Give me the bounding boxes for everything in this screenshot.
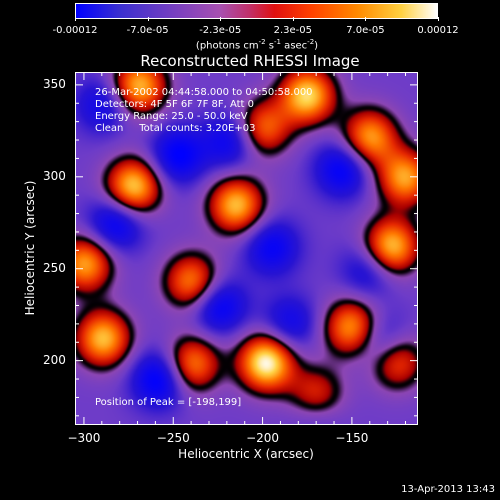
colorbar-gradient bbox=[76, 4, 437, 18]
heatmap-image bbox=[76, 73, 417, 424]
colorbar-tick-label: -2.3e-05 bbox=[199, 25, 242, 36]
chart-title: Reconstructed RHESSI Image bbox=[140, 52, 360, 70]
plot-area bbox=[75, 72, 418, 425]
y-axis-label: Heliocentric Y (arcsec) bbox=[23, 180, 37, 316]
annotation-energy-range: Energy Range: 25.0 - 50.0 keV bbox=[95, 111, 248, 122]
x-tick-label: −150 bbox=[335, 431, 369, 445]
annotation-detectors: Detectors: 4F 5F 6F 7F 8F, Att 0 bbox=[95, 99, 255, 110]
colorbar-units: (photons cm-2 s-1 asec-2) bbox=[195, 38, 319, 52]
y-tick-label: 200 bbox=[43, 352, 66, 367]
colorbar-tick-label: 7.0e-05 bbox=[346, 25, 385, 36]
colorbar-tick-mark bbox=[365, 17, 367, 21]
colorbar-tick-label: 0.00012 bbox=[417, 25, 459, 36]
annotation-total-counts: Clean Total counts: 3.20E+03 bbox=[95, 123, 256, 134]
x-axis-label: Heliocentric X (arcsec) bbox=[178, 447, 314, 461]
y-tick-label: 350 bbox=[43, 76, 66, 91]
x-tick-label: −200 bbox=[246, 431, 280, 445]
colorbar-tick-label: 2.3e-05 bbox=[273, 25, 312, 36]
timestamp: 13-Apr-2013 13:43 bbox=[401, 484, 495, 495]
colorbar-tick-mark bbox=[292, 17, 294, 21]
colorbar-tick-label: -7.0e-05 bbox=[126, 25, 169, 36]
colorbar-tick-mark bbox=[75, 17, 76, 21]
colorbar-tick-mark bbox=[147, 17, 149, 21]
x-tick-label: −300 bbox=[67, 431, 101, 445]
colorbar bbox=[75, 3, 438, 19]
colorbar-tick-label: -0.00012 bbox=[52, 25, 98, 36]
colorbar-tick-mark bbox=[220, 17, 222, 21]
annotation-time-range: 26-Mar-2002 04:44:58.000 to 04:50:58.000 bbox=[95, 87, 313, 98]
y-tick-label: 300 bbox=[43, 168, 66, 183]
x-tick-label: −250 bbox=[156, 431, 190, 445]
colorbar-tick-mark bbox=[438, 17, 439, 21]
y-tick-label: 250 bbox=[43, 260, 66, 275]
annotation-peak-position: Position of Peak = [-198,199] bbox=[95, 397, 242, 408]
